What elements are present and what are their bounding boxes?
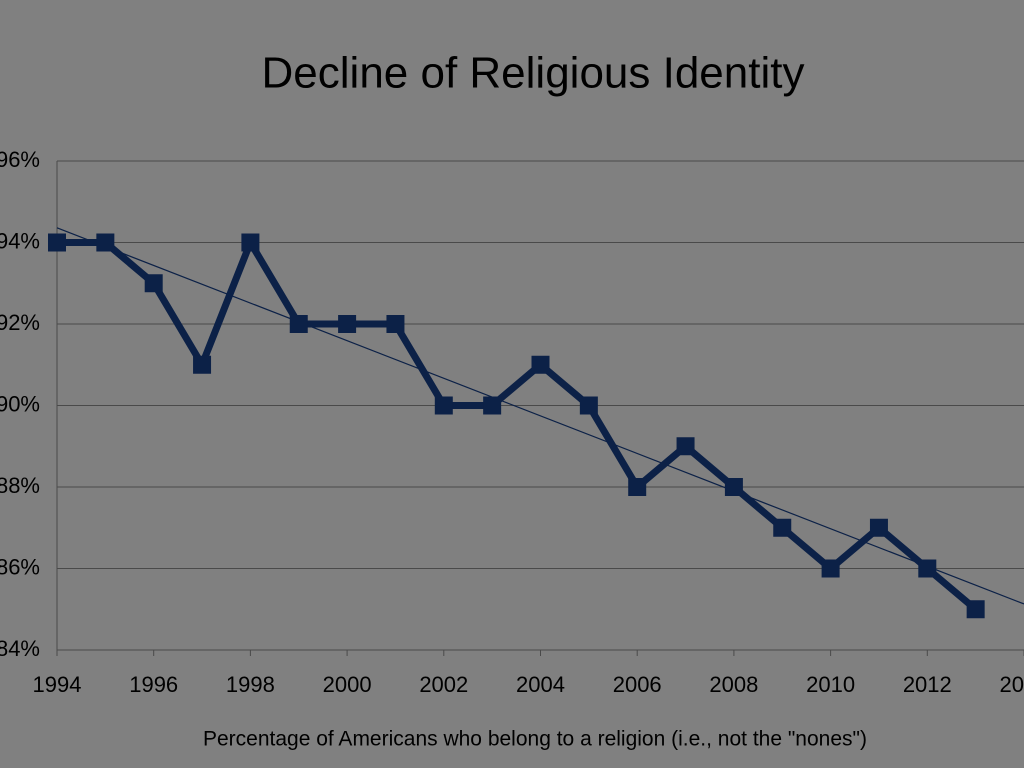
x-tick-label: 2000	[323, 672, 372, 697]
x-tick-label: 2004	[516, 672, 565, 697]
data-point	[724, 478, 743, 496]
x-tick-label: 2006	[613, 672, 662, 697]
y-tick-label: 84%	[0, 636, 40, 661]
y-tick-label: 92%	[0, 310, 40, 335]
x-tick-label: 1994	[33, 672, 82, 697]
data-point	[241, 233, 260, 252]
y-tick-label: 94%	[0, 228, 40, 253]
x-tick-label: 2010	[806, 672, 855, 697]
data-point	[144, 274, 163, 293]
x-axis-label: Percentage of Americans who belong to a …	[203, 728, 867, 751]
x-tick-label: 1998	[226, 672, 275, 697]
data-point	[676, 437, 695, 456]
x-tick-label: 1996	[129, 672, 178, 697]
y-tick-label: 90%	[0, 391, 40, 416]
x-tick-label: 2002	[419, 672, 468, 697]
data-point	[289, 315, 308, 333]
data-point	[869, 518, 888, 537]
data-point	[338, 315, 357, 333]
data-point	[628, 478, 647, 496]
x-tick-label: 2008	[709, 672, 758, 697]
data-point	[386, 315, 405, 333]
data-point	[579, 396, 598, 415]
x-tick-label: 2012	[903, 672, 952, 697]
y-tick-label: 86%	[0, 554, 40, 579]
data-point	[918, 559, 937, 578]
data-point	[96, 233, 115, 252]
data-point	[483, 396, 502, 415]
data-point	[773, 518, 792, 537]
x-tick-label: 2014	[1000, 672, 1024, 697]
chart-title: Decline of Religious Identity	[262, 49, 805, 98]
data-point	[48, 233, 66, 252]
data-point	[434, 396, 453, 415]
data-point	[966, 600, 985, 619]
data-point	[821, 559, 840, 578]
data-point	[531, 355, 550, 374]
y-tick-label: 96%	[0, 147, 40, 172]
y-tick-label: 88%	[0, 473, 40, 498]
data-point	[193, 355, 212, 374]
